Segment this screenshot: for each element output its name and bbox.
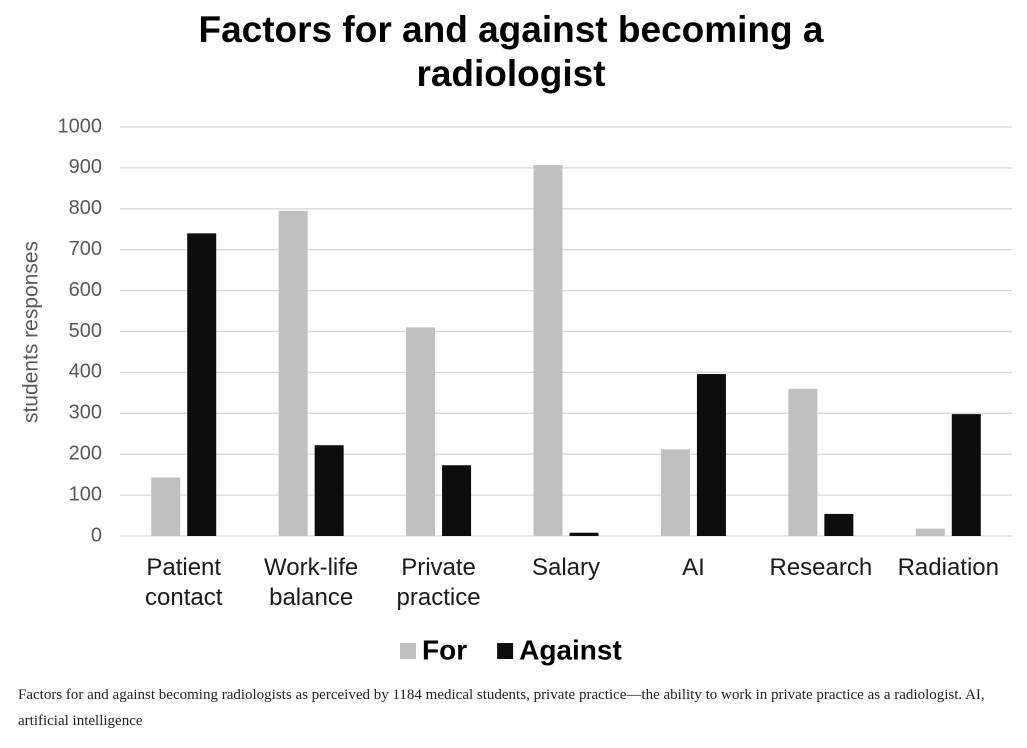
bar	[824, 513, 854, 536]
bar	[442, 465, 472, 536]
bar	[915, 528, 945, 536]
bar	[660, 449, 690, 536]
x-tick-label: Salary	[531, 554, 601, 581]
bar	[278, 210, 308, 536]
x-tick-label: Patient contact	[145, 554, 223, 611]
y-tick-label: 300	[69, 402, 102, 424]
bar	[314, 445, 344, 536]
bar	[696, 374, 726, 536]
bar	[788, 388, 818, 536]
y-tick-label: 900	[69, 156, 102, 178]
bar	[151, 477, 181, 536]
legend-label: For	[422, 634, 467, 665]
x-tick-label: Radiation	[897, 554, 999, 581]
x-tick-label: Work-life balance	[264, 554, 359, 611]
caption: Factors for and against becoming radiolo…	[18, 687, 985, 729]
y-axis-label: students responses	[20, 241, 43, 423]
y-tick-label: 500	[69, 320, 102, 342]
bar	[533, 165, 563, 537]
y-tick-label: 800	[69, 197, 102, 219]
y-tick-label: 200	[69, 442, 102, 464]
bar	[951, 414, 981, 536]
chart-title: Factors for and against becoming a radio…	[198, 9, 824, 94]
legend-swatch	[400, 643, 416, 659]
y-tick-label: 0	[91, 524, 102, 546]
bar	[187, 233, 217, 536]
y-tick-label: 600	[69, 279, 102, 301]
x-tick-label: Research	[769, 554, 873, 581]
x-tick-label: Private practice	[396, 554, 481, 611]
legend-swatch	[497, 643, 514, 659]
y-tick-label: 100	[69, 483, 102, 505]
y-tick-label: 1000	[58, 115, 103, 137]
x-tick-label: AI	[682, 554, 705, 581]
legend-label: Against	[519, 634, 622, 665]
bar	[569, 532, 599, 536]
y-tick-label: 700	[69, 238, 102, 260]
y-tick-label: 400	[69, 361, 102, 383]
bar	[406, 327, 436, 536]
